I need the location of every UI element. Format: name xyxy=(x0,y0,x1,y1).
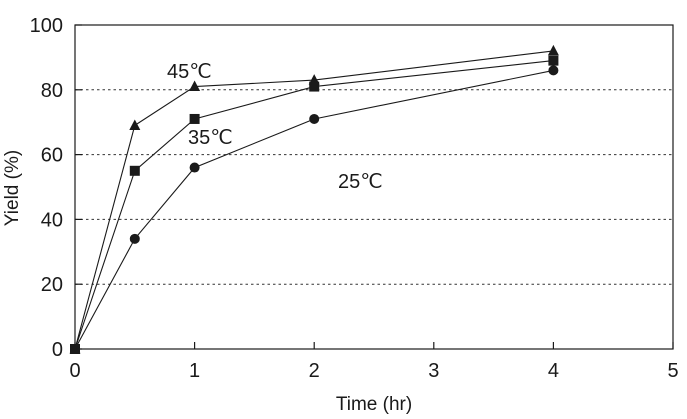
x-tick-label-1: 1 xyxy=(189,360,200,382)
x-tick-label-4: 4 xyxy=(548,360,559,382)
point-45c-4 xyxy=(547,44,559,56)
y-tick-label-60: 60 xyxy=(41,145,63,167)
point-45c-1 xyxy=(129,119,141,130)
y-tick-label-0: 0 xyxy=(52,339,63,361)
point-25c-1 xyxy=(129,233,140,244)
plot-frame xyxy=(74,24,674,350)
point-35c-3 xyxy=(309,81,320,92)
y-tick-label-40: 40 xyxy=(41,209,63,231)
point-25c-2 xyxy=(189,162,200,173)
series-lines xyxy=(74,50,554,350)
point-45c-2 xyxy=(189,80,201,92)
series-line-45c xyxy=(74,50,554,350)
x-tick-label-0: 0 xyxy=(69,360,80,382)
y-axis-title: Yield (%) xyxy=(2,150,23,226)
y-tick-label-80: 80 xyxy=(41,80,63,102)
series-label-35c: 35℃ xyxy=(188,127,233,149)
point-35c-4 xyxy=(548,55,559,66)
point-35c-1 xyxy=(129,165,140,176)
y-tick-label-100: 100 xyxy=(30,15,63,37)
series-label-25c: 25℃ xyxy=(338,171,383,193)
x-tick-label-2: 2 xyxy=(309,360,320,382)
axis-ticks: 0 20 40 60 80 100 0 1 2 3 4 5 xyxy=(30,15,679,382)
x-tick-label-3: 3 xyxy=(428,360,439,382)
point-25c-0 xyxy=(70,344,80,354)
point-35c-2 xyxy=(189,113,200,124)
x-tick-label-5: 5 xyxy=(667,360,678,382)
series-markers xyxy=(69,44,559,354)
point-25c-4 xyxy=(548,65,559,76)
point-25c-3 xyxy=(309,113,320,124)
series-line-25c xyxy=(74,69,554,350)
series-label-45c: 45℃ xyxy=(167,61,212,83)
y-tick-label-20: 20 xyxy=(41,274,63,296)
series-line-35c xyxy=(74,60,554,350)
grid-lines xyxy=(75,89,673,285)
x-axis-title: Time (hr) xyxy=(336,394,412,415)
